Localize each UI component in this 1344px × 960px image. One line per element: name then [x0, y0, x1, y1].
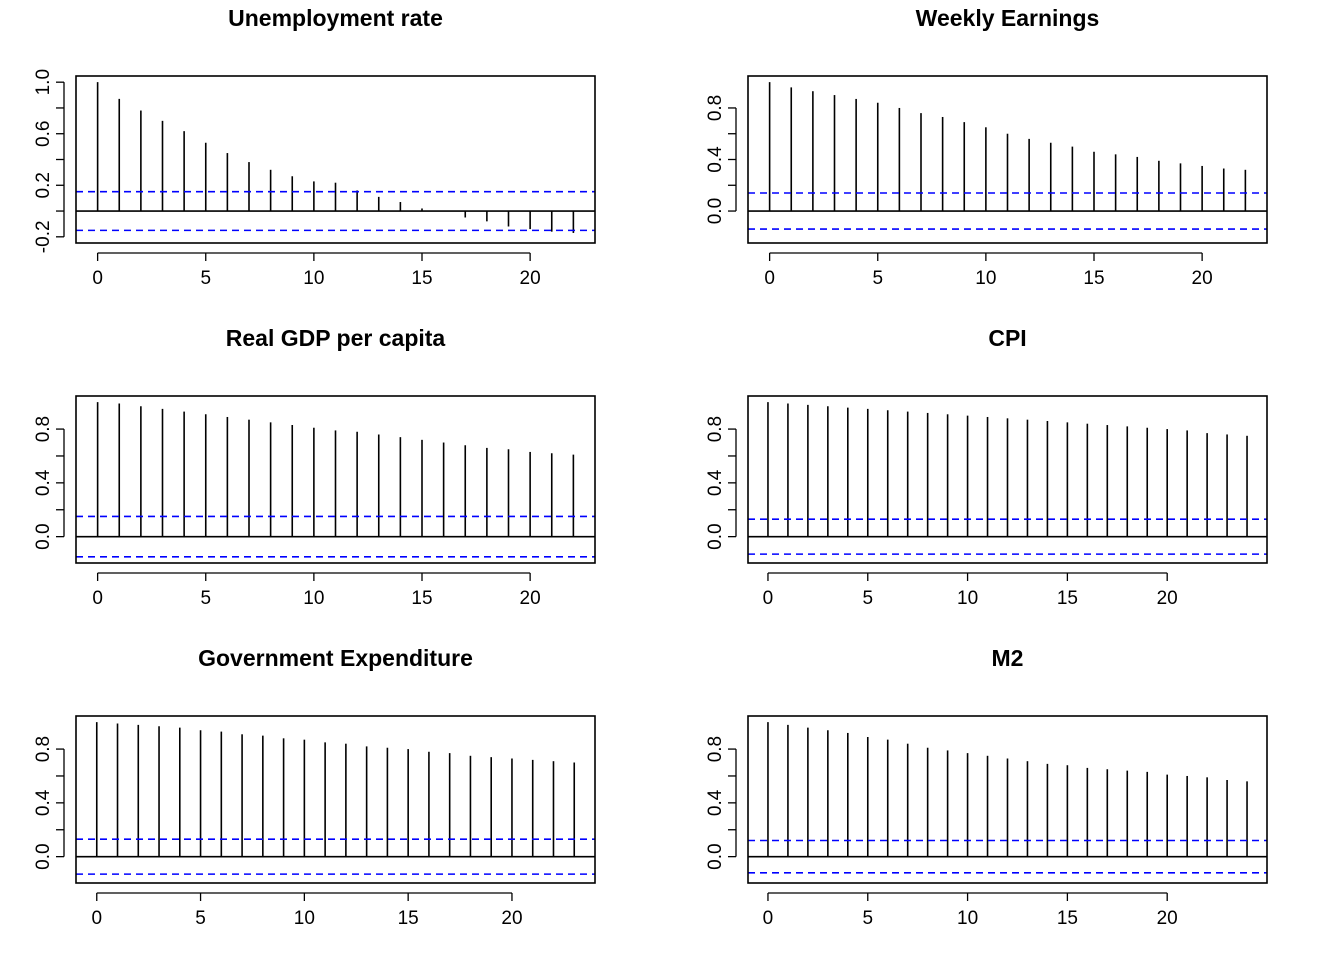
x-tick-label: 0 [763, 908, 774, 929]
y-tick-label: 0.6 [33, 121, 54, 147]
x-tick-label: 15 [1057, 588, 1078, 609]
x-tick-label: 20 [501, 908, 522, 929]
x-tick-label: 0 [764, 268, 775, 289]
plot-frame [75, 75, 596, 244]
acf-panel-3: Real GDP per capita 0 5 10 15 20 0.0 0.4 0.8 [33, 325, 596, 609]
y-tick-label: 0.0 [33, 843, 54, 869]
y-axis: 0.0 0.4 0.8 [705, 416, 737, 550]
x-tick-label: 15 [1057, 908, 1078, 929]
x-tick-label: 0 [91, 908, 102, 929]
x-tick-label: 0 [763, 588, 774, 609]
acf-panel-6: M2 0 5 10 15 20 0.0 0.4 0.8 [705, 645, 1268, 929]
x-tick-label: 5 [200, 268, 211, 289]
acf-panel-5: Government Expenditure 0 5 10 15 20 0.0 0.4 0.8 [33, 645, 596, 929]
x-tick-label: 15 [411, 588, 432, 609]
panel-title: M2 [992, 645, 1024, 671]
x-tick-label: 10 [303, 588, 324, 609]
acf-panel-4: CPI 0 5 10 15 20 0.0 0.4 0.8 [705, 325, 1268, 609]
y-axis: 0.0 0.4 0.8 [33, 416, 65, 550]
panel-title: Government Expenditure [198, 645, 473, 671]
x-axis: 0 5 10 15 20 [763, 892, 1178, 929]
y-axis: 0.0 0.4 0.8 [33, 736, 65, 870]
x-tick-label: 20 [1192, 268, 1213, 289]
x-axis: 0 5 10 15 20 [91, 892, 523, 929]
y-tick-label: 0.0 [33, 523, 54, 549]
y-tick-label: 0.4 [33, 789, 54, 816]
y-tick-label: 0.8 [705, 95, 726, 121]
x-tick-label: 15 [411, 268, 432, 289]
y-tick-label: 0.2 [33, 172, 54, 198]
y-tick-label: 0.8 [33, 736, 54, 762]
x-tick-label: 0 [92, 268, 103, 289]
x-tick-label: 10 [957, 908, 978, 929]
panel-title: Weekly Earnings [916, 5, 1100, 31]
y-tick-label: 0.0 [705, 843, 726, 869]
x-tick-label: 5 [200, 588, 211, 609]
plot-frame [747, 715, 1268, 884]
acf-panel-2: Weekly Earnings 0 5 10 15 20 0.0 0.4 0.8 [705, 5, 1268, 289]
x-tick-label: 5 [195, 908, 206, 929]
x-axis: 0 5 10 15 20 [92, 252, 541, 289]
x-tick-label: 15 [1083, 268, 1104, 289]
y-tick-label: 0.4 [705, 789, 726, 816]
x-tick-label: 10 [294, 908, 315, 929]
x-tick-label: 10 [303, 268, 324, 289]
x-tick-label: 10 [957, 588, 978, 609]
x-tick-label: 15 [398, 908, 419, 929]
x-tick-label: 20 [1157, 588, 1178, 609]
acf-panel-1: Unemployment rate 0 5 10 15 20 -0.2 0.2 0.6 1.0 [33, 5, 596, 289]
x-tick-label: 20 [520, 268, 541, 289]
plot-frame [747, 395, 1268, 564]
y-tick-label: 0.8 [33, 416, 54, 442]
x-tick-label: 20 [520, 588, 541, 609]
y-tick-label: 0.4 [33, 469, 54, 496]
x-tick-label: 10 [975, 268, 996, 289]
x-tick-label: 5 [872, 268, 883, 289]
x-axis: 0 5 10 15 20 [92, 572, 541, 609]
x-axis: 0 5 10 15 20 [764, 252, 1213, 289]
y-tick-label: 0.8 [705, 736, 726, 762]
plot-frame [75, 395, 596, 564]
y-axis: 0.0 0.4 0.8 [705, 736, 737, 870]
plot-frame [75, 715, 596, 884]
y-tick-label: 1.0 [33, 69, 54, 95]
x-tick-label: 20 [1157, 908, 1178, 929]
x-axis: 0 5 10 15 20 [763, 572, 1178, 609]
panel-title: CPI [988, 325, 1026, 351]
y-tick-label: 0.0 [705, 198, 726, 224]
y-tick-label: 0.4 [705, 469, 726, 496]
y-axis: 0.0 0.4 0.8 [705, 95, 737, 224]
x-tick-label: 5 [862, 588, 873, 609]
panel-title: Real GDP per capita [226, 325, 446, 351]
x-tick-label: 5 [862, 908, 873, 929]
y-tick-label: 0.4 [705, 146, 726, 173]
y-tick-label: 0.0 [705, 523, 726, 549]
y-axis: -0.2 0.2 0.6 1.0 [33, 69, 65, 253]
plot-frame [747, 75, 1268, 244]
panel-title: Unemployment rate [228, 5, 443, 31]
y-tick-label: 0.8 [705, 416, 726, 442]
x-tick-label: 0 [92, 588, 103, 609]
y-tick-label: -0.2 [33, 220, 54, 253]
